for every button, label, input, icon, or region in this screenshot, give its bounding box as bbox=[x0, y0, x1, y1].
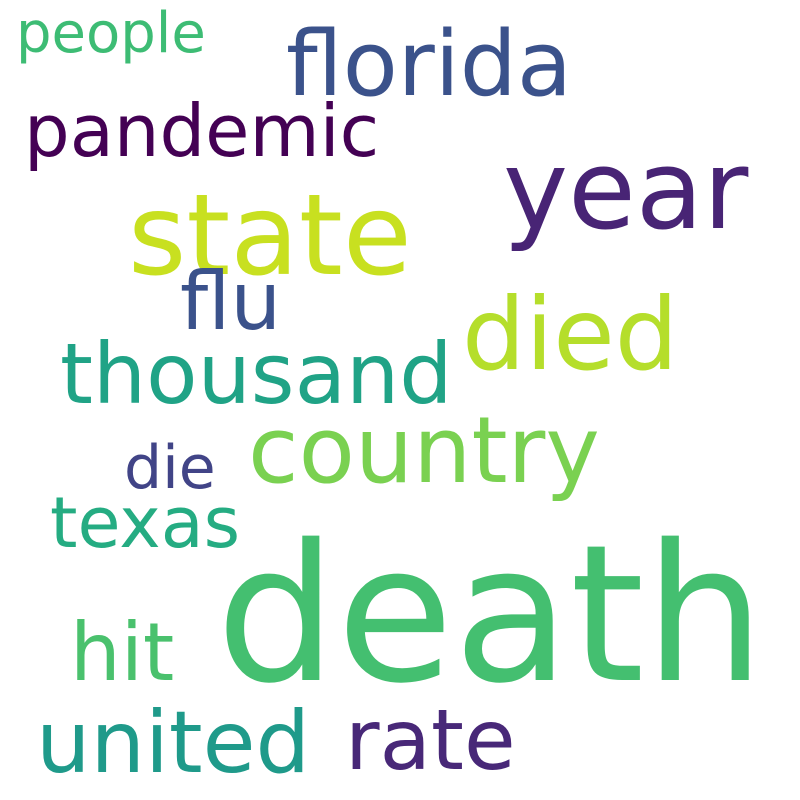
word-united: united bbox=[36, 693, 311, 793]
word-died: died bbox=[462, 276, 679, 393]
word-state: state bbox=[128, 171, 412, 301]
word-die: die bbox=[124, 433, 216, 503]
word-florida: florida bbox=[286, 12, 573, 117]
word-country: country bbox=[248, 397, 600, 504]
word-people: people bbox=[16, 1, 206, 66]
word-flu: flu bbox=[180, 255, 282, 348]
word-rate: rate bbox=[345, 691, 516, 789]
word-texas: texas bbox=[50, 482, 241, 564]
word-year: year bbox=[503, 126, 749, 254]
word-death: death bbox=[216, 504, 765, 725]
word-pandemic: pandemic bbox=[24, 89, 380, 173]
word-thousand: thousand bbox=[60, 325, 453, 423]
word-hit: hit bbox=[70, 606, 175, 699]
